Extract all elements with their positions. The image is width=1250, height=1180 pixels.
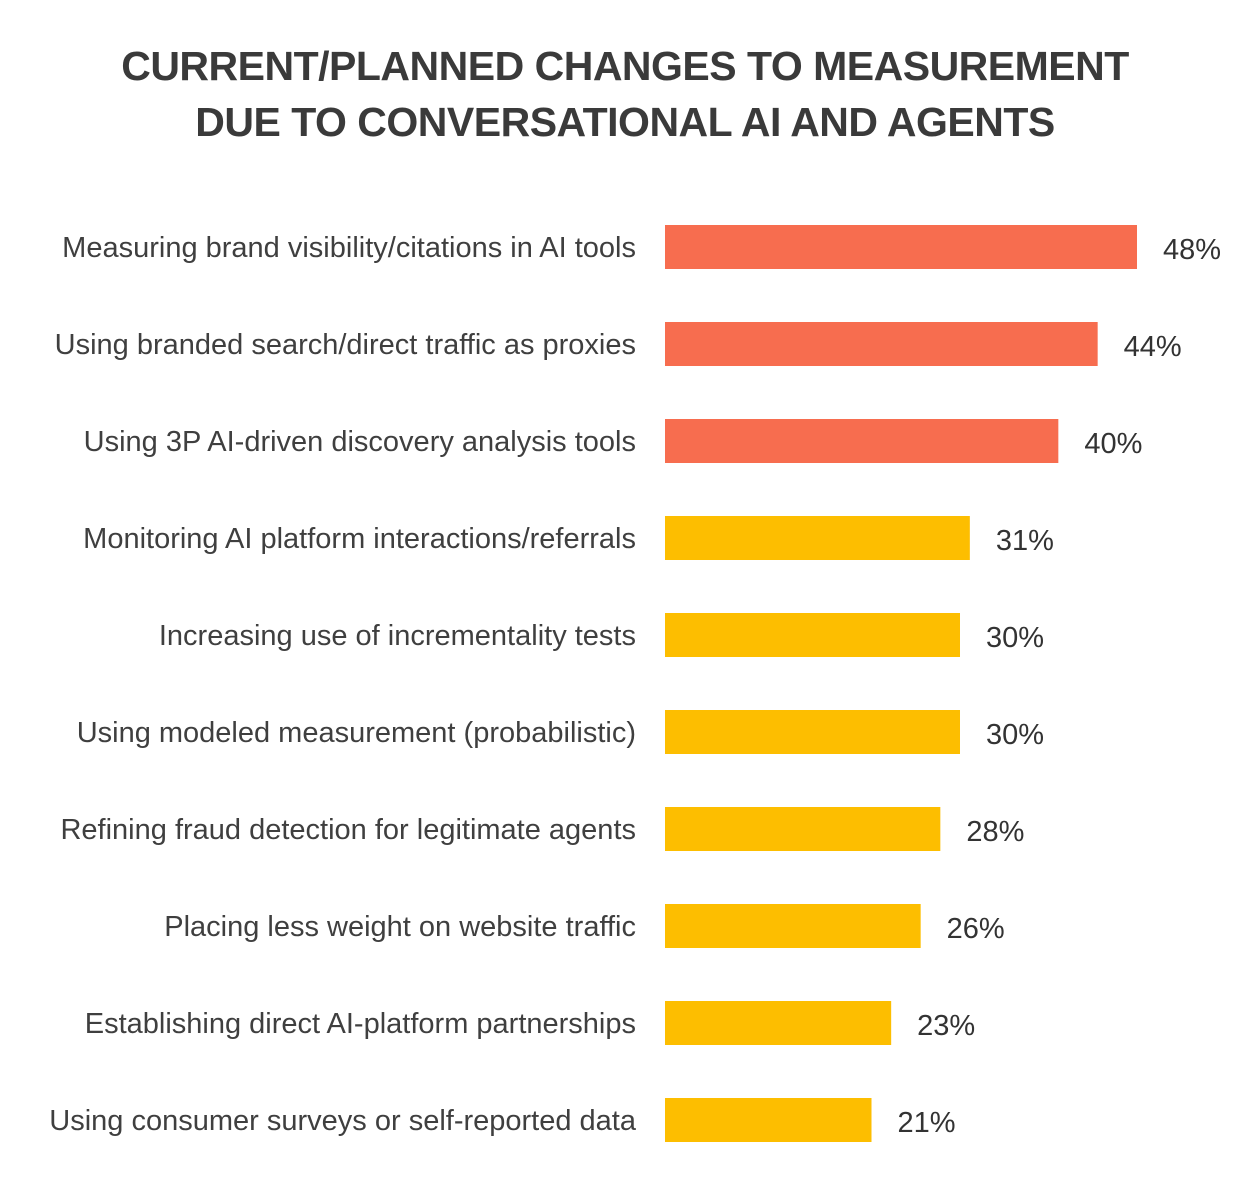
value-label: 31% <box>996 525 1054 557</box>
bar <box>665 710 960 754</box>
category-label: Using consumer surveys or self-reported … <box>49 1105 637 1137</box>
value-label: 30% <box>986 719 1044 751</box>
category-label: Using branded search/direct traffic as p… <box>55 329 636 361</box>
bar <box>665 904 921 948</box>
bar <box>665 225 1137 269</box>
category-label: Using 3P AI-driven discovery analysis to… <box>84 426 636 458</box>
bar <box>665 516 970 560</box>
value-label: 48% <box>1163 234 1221 266</box>
bar <box>665 1098 872 1142</box>
bar <box>665 613 960 657</box>
category-label: Placing less weight on website traffic <box>164 911 636 943</box>
bars-group: Measuring brand visibility/citations in … <box>49 225 1221 1142</box>
value-label: 23% <box>917 1010 975 1042</box>
bar <box>665 807 941 851</box>
category-label: Increasing use of incrementality tests <box>159 620 636 652</box>
value-label: 21% <box>898 1107 956 1139</box>
value-label: 30% <box>986 622 1044 654</box>
bar <box>665 1001 892 1045</box>
bar <box>665 419 1059 463</box>
chart-title: CURRENT/PLANNED CHANGES TO MEASUREMENT D… <box>0 38 1250 150</box>
bar <box>665 322 1098 366</box>
category-label: Measuring brand visibility/citations in … <box>62 232 636 264</box>
value-label: 44% <box>1124 331 1182 363</box>
chart-title-line-1: CURRENT/PLANNED CHANGES TO MEASUREMENT <box>121 43 1129 89</box>
value-label: 28% <box>966 816 1024 848</box>
category-label: Using modeled measurement (probabilistic… <box>77 717 636 749</box>
value-label: 40% <box>1084 428 1142 460</box>
category-label: Establishing direct AI-platform partners… <box>85 1008 636 1040</box>
chart-title-line-2: DUE TO CONVERSATIONAL AI AND AGENTS <box>195 99 1055 145</box>
value-label: 26% <box>947 913 1005 945</box>
category-label: Refining fraud detection for legitimate … <box>60 814 636 846</box>
category-label: Monitoring AI platform interactions/refe… <box>83 523 636 555</box>
